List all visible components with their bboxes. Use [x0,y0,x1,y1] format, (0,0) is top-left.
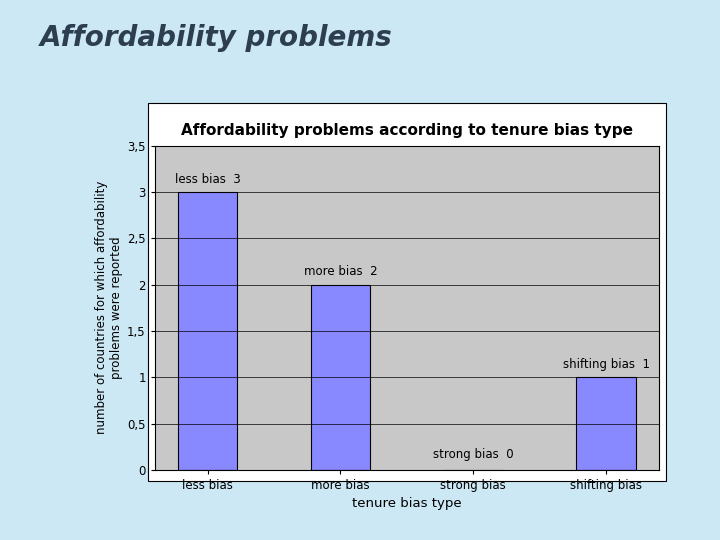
Y-axis label: number of countries for which affordability
problems were reported: number of countries for which affordabil… [95,181,123,435]
Text: Affordability problems: Affordability problems [40,24,392,52]
Bar [576,377,636,470]
Text: shifting bias  1: shifting bias 1 [562,357,649,371]
Title: Affordability problems according to tenure bias type: Affordability problems according to tenu… [181,123,633,138]
Bar [178,192,238,470]
Bar [310,285,370,470]
Text: strong bias  0: strong bias 0 [433,448,513,461]
Text: less bias  3: less bias 3 [175,173,240,186]
Text: more bias  2: more bias 2 [304,265,377,278]
X-axis label: tenure bias type: tenure bias type [352,497,462,510]
